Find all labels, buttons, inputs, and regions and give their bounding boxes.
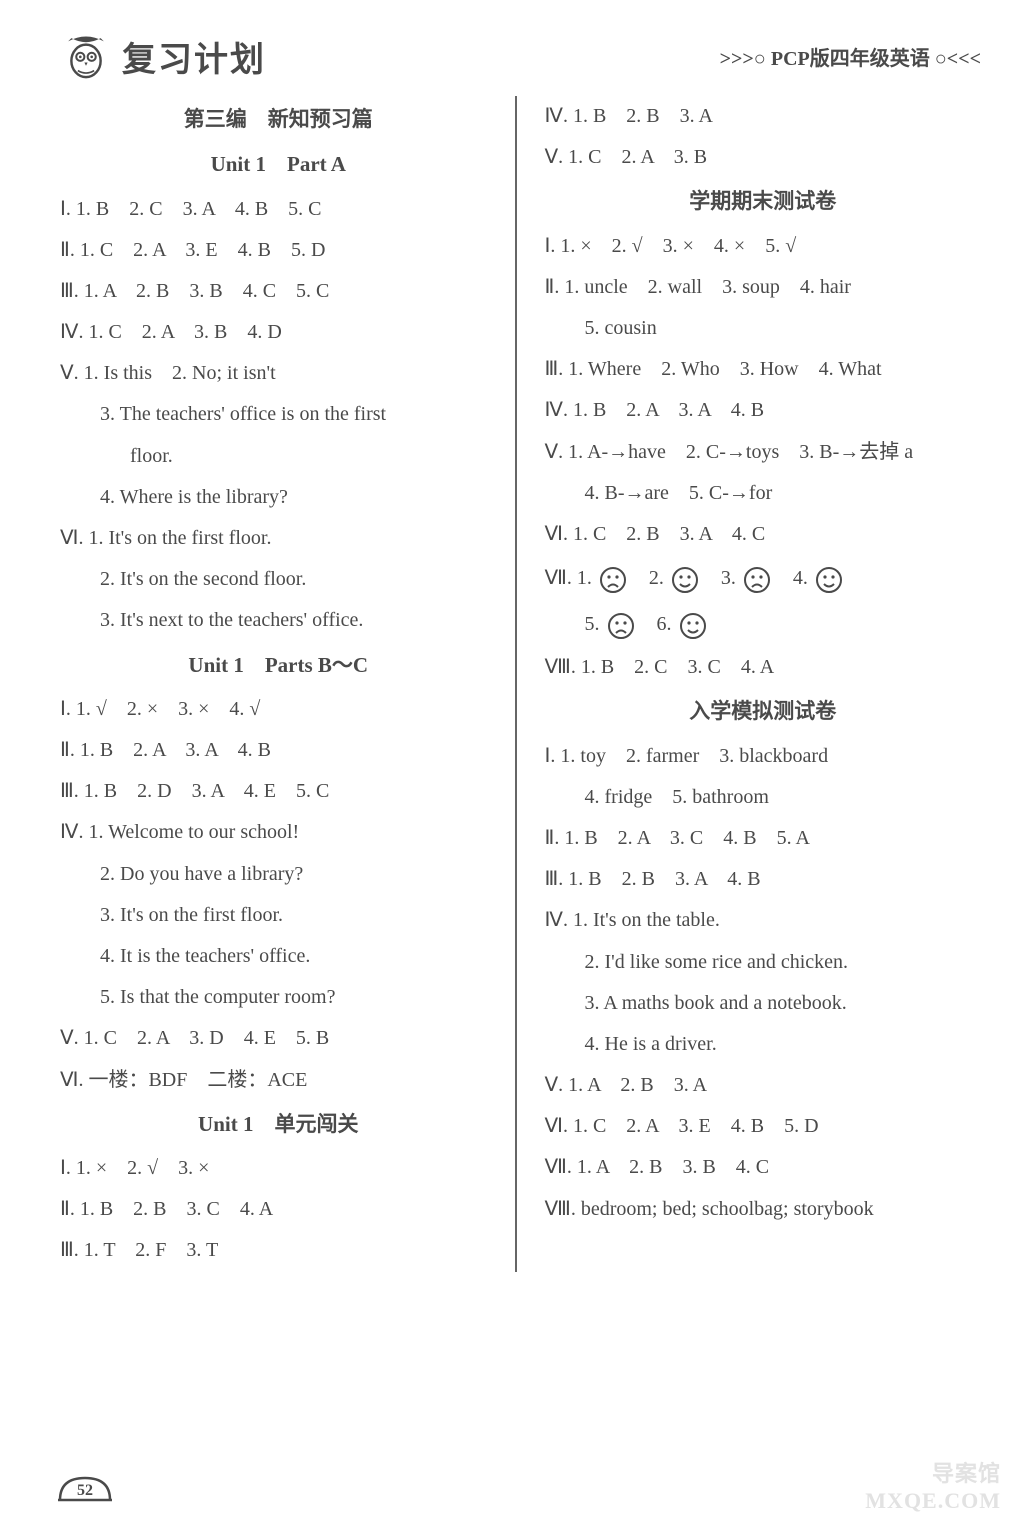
answer-line: floor. [60, 436, 497, 477]
content-columns: 第三编 新知预习篇 Unit 1 Part A Ⅰ. 1. B 2. C 3. … [60, 96, 981, 1272]
answer-line: Ⅷ. bedroom; bed; schoolbag; storybook [545, 1189, 982, 1230]
answer-line: Ⅳ. 1. B 2. B 3. A [545, 96, 982, 137]
answer-line: 4. He is a driver. [545, 1024, 982, 1065]
answer-line: Ⅶ. 1. A 2. B 3. B 4. C [545, 1147, 982, 1188]
sub-header: >>>○ PCP版四年级英语 ○<<< [720, 42, 981, 71]
answer-line: Ⅲ. 1. Where 2. Who 3. How 4. What [545, 349, 982, 390]
unit-title: Unit 1 Parts B～C [60, 644, 497, 687]
happy-face-icon [679, 612, 707, 640]
answer-line: 5. cousin [545, 308, 982, 349]
answer-line-faces: Ⅶ. 1. 2. 3. 4. 5. 6. [545, 555, 982, 647]
unit-title: Unit 1 Part A [60, 143, 497, 186]
answer-line: Ⅲ. 1. B 2. B 3. A 4. B [545, 859, 982, 900]
watermark-line: 导案馆 [865, 1461, 1001, 1487]
answer-line: 4. B-→are 5. C-→for [545, 473, 982, 514]
answer-line: Ⅳ. 1. C 2. A 3. B 4. D [60, 312, 497, 353]
sad-face-icon [743, 566, 771, 594]
answer-line: Ⅴ. 1. C 2. A 3. D 4. E 5. B [60, 1018, 497, 1059]
answer-line: Ⅴ. 1. Is this 2. No; it isn't [60, 353, 497, 394]
answer-line: Ⅱ. 1. uncle 2. wall 3. soup 4. hair [545, 267, 982, 308]
answer-line: Ⅰ. 1. × 2. √ 3. × 4. × 5. √ [545, 226, 982, 267]
answer-line: 3. The teachers' office is on the first [60, 394, 497, 435]
answer-line: 3. It's next to the teachers' office. [60, 600, 497, 641]
page-number-badge: 52 [58, 1470, 112, 1508]
answer-line: Ⅲ. 1. B 2. D 3. A 4. E 5. C [60, 771, 497, 812]
owl-icon [60, 30, 112, 82]
answer-line: Ⅵ. 1. C 2. B 3. A 4. C [545, 514, 982, 555]
answer-line: Ⅳ. 1. Welcome to our school! [60, 812, 497, 853]
left-column: 第三编 新知预习篇 Unit 1 Part A Ⅰ. 1. B 2. C 3. … [60, 96, 515, 1272]
answer-line: 5. Is that the computer room? [60, 977, 497, 1018]
answer-line: Ⅴ. 1. C 2. A 3. B [545, 137, 982, 178]
unit-title: Unit 1 单元闯关 [60, 1103, 497, 1146]
section-title: 第三编 新知预习篇 [60, 98, 497, 141]
happy-face-icon [671, 566, 699, 594]
answer-line: 4. fridge 5. bathroom [545, 777, 982, 818]
answer-line: Ⅳ. 1. It's on the table. [545, 900, 982, 941]
answer-line: Ⅵ. 1. It's on the first floor. [60, 518, 497, 559]
answer-line: Ⅱ. 1. C 2. A 3. E 4. B 5. D [60, 230, 497, 271]
answer-line: 2. It's on the second floor. [60, 559, 497, 600]
answer-line: Ⅲ. 1. A 2. B 3. B 4. C 5. C [60, 271, 497, 312]
watermark: 导案馆 MXQE.COM [865, 1461, 1001, 1514]
right-column: Ⅳ. 1. B 2. B 3. A Ⅴ. 1. C 2. A 3. B 学期期末… [515, 96, 982, 1272]
answer-line: Ⅰ. 1. toy 2. farmer 3. blackboard [545, 736, 982, 777]
brand-title: 复习计划 [122, 32, 266, 81]
answer-line: 3. It's on the first floor. [60, 895, 497, 936]
answer-line: Ⅴ. 1. A-→have 2. C-→toys 3. B-→去掉 a [545, 432, 982, 473]
answer-line: Ⅳ. 1. B 2. A 3. A 4. B [545, 390, 982, 431]
answer-line: 2. Do you have a library? [60, 854, 497, 895]
answer-line: Ⅷ. 1. B 2. C 3. C 4. A [545, 647, 982, 688]
page-header: 复习计划 >>>○ PCP版四年级英语 ○<<< [60, 30, 981, 82]
answer-line: Ⅵ. 一楼：BDF 二楼：ACE [60, 1060, 497, 1101]
answer-line: Ⅱ. 1. B 2. B 3. C 4. A [60, 1189, 497, 1230]
happy-face-icon [815, 566, 843, 594]
sad-face-icon [599, 566, 627, 594]
answer-line: Ⅰ. 1. √ 2. × 3. × 4. √ [60, 689, 497, 730]
answer-line: Ⅰ. 1. B 2. C 3. A 4. B 5. C [60, 189, 497, 230]
header-left: 复习计划 [60, 30, 266, 82]
answer-line: Ⅰ. 1. × 2. √ 3. × [60, 1148, 497, 1189]
answer-line: Ⅵ. 1. C 2. A 3. E 4. B 5. D [545, 1106, 982, 1147]
answer-line: Ⅱ. 1. B 2. A 3. A 4. B [60, 730, 497, 771]
section-title: 入学模拟测试卷 [545, 690, 982, 733]
answer-line: 3. A maths book and a notebook. [545, 983, 982, 1024]
answer-line: 4. Where is the library? [60, 477, 497, 518]
answer-line: Ⅲ. 1. T 2. F 3. T [60, 1230, 497, 1271]
section-title: 学期期末测试卷 [545, 180, 982, 223]
page-number: 52 [77, 1482, 93, 1499]
watermark-line: MXQE.COM [865, 1488, 1001, 1514]
answer-line: 4. It is the teachers' office. [60, 936, 497, 977]
sad-face-icon [607, 612, 635, 640]
answer-line: 2. I'd like some rice and chicken. [545, 942, 982, 983]
answer-line: Ⅱ. 1. B 2. A 3. C 4. B 5. A [545, 818, 982, 859]
answer-line: Ⅴ. 1. A 2. B 3. A [545, 1065, 982, 1106]
